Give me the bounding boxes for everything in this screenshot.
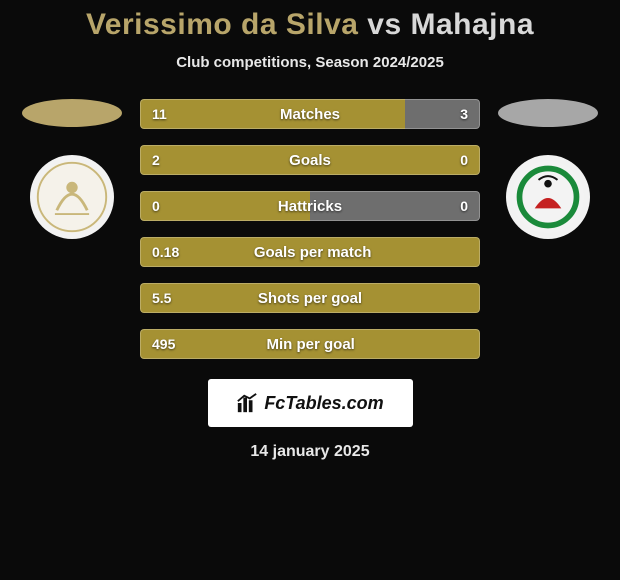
stat-bar-content: 495 Min per goal <box>140 329 480 359</box>
stat-label: Shots per goal <box>258 290 362 307</box>
left-column <box>22 99 122 239</box>
player-left-name: Verissimo da Silva <box>86 8 358 41</box>
stat-value-left: 11 <box>152 106 174 122</box>
stat-bar-content: 0 Hattricks 0 <box>140 191 480 221</box>
subtitle: Club competitions, Season 2024/2025 <box>0 54 620 71</box>
fctables-icon <box>236 392 258 414</box>
stat-label: Goals per match <box>254 244 372 261</box>
player-left-disc <box>22 99 122 127</box>
stat-label: Min per goal <box>267 336 355 353</box>
stat-value-left: 495 <box>152 336 175 352</box>
right-column <box>498 99 598 239</box>
date-label: 14 january 2025 <box>0 443 620 461</box>
vs-text: vs <box>367 8 401 41</box>
stat-bar: 495 Min per goal <box>140 329 480 359</box>
stat-value-right: 0 <box>446 198 468 214</box>
club-logo-left-icon <box>34 159 110 235</box>
club-badge-left <box>30 155 114 239</box>
stat-bar-content: 11 Matches 3 <box>140 99 480 129</box>
stat-bar: 5.5 Shots per goal <box>140 283 480 313</box>
stat-bar-content: 5.5 Shots per goal <box>140 283 480 313</box>
stat-bar: 0 Hattricks 0 <box>140 191 480 221</box>
comparison-card: Verissimo da Silva vs Mahajna Club compe… <box>0 0 620 580</box>
fctables-badge: FcTables.com <box>208 379 413 427</box>
stat-bar-content: 2 Goals 0 <box>140 145 480 175</box>
player-right-name: Mahajna <box>411 8 535 41</box>
stat-value-right: 0 <box>446 152 468 168</box>
club-logo-right-icon <box>510 159 586 235</box>
comparison-body: 11 Matches 3 2 Goals 0 0 Hattricks 0 0.18 Goals pe… <box>0 99 620 359</box>
stat-bars: 11 Matches 3 2 Goals 0 0 Hattricks 0 0.18 Goals pe… <box>140 99 480 359</box>
fctables-label: FcTables.com <box>264 393 383 414</box>
stat-bar-content: 0.18 Goals per match <box>140 237 480 267</box>
stat-value-left: 0.18 <box>152 244 179 260</box>
stat-value-left: 2 <box>152 152 174 168</box>
stat-label: Hattricks <box>278 198 342 215</box>
stat-label: Matches <box>280 106 340 123</box>
stat-bar: 2 Goals 0 <box>140 145 480 175</box>
page-title: Verissimo da Silva vs Mahajna <box>0 8 620 42</box>
stat-bar: 11 Matches 3 <box>140 99 480 129</box>
stat-value-left: 5.5 <box>152 290 174 306</box>
stat-value-right: 3 <box>446 106 468 122</box>
player-right-disc <box>498 99 598 127</box>
club-badge-right <box>506 155 590 239</box>
stat-value-left: 0 <box>152 198 174 214</box>
stat-bar: 0.18 Goals per match <box>140 237 480 267</box>
stat-label: Goals <box>289 152 331 169</box>
